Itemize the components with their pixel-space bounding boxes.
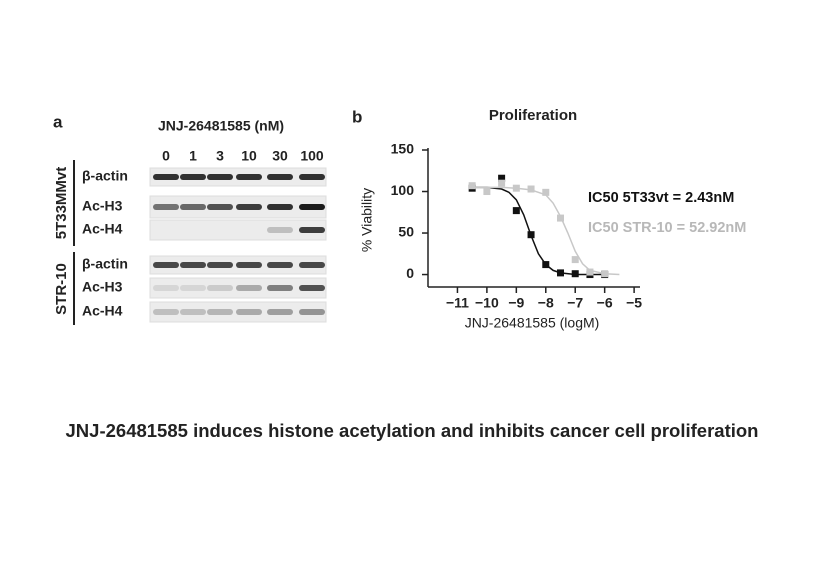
x-tick-label: −6 bbox=[597, 295, 613, 311]
data-point bbox=[571, 256, 579, 264]
blot-band bbox=[153, 262, 179, 268]
row-label: β-actin bbox=[82, 256, 128, 272]
data-point bbox=[542, 261, 550, 269]
data-point bbox=[527, 185, 535, 193]
concentration-label: 0 bbox=[162, 148, 170, 164]
x-axis-label: JNJ-26481585 (logM) bbox=[465, 315, 600, 331]
data-point bbox=[483, 188, 491, 196]
row-label: Ac-H3 bbox=[82, 198, 123, 214]
data-point bbox=[601, 270, 609, 278]
data-point bbox=[512, 184, 520, 192]
blot-band bbox=[180, 204, 206, 210]
data-point bbox=[512, 207, 520, 215]
chart-title: Proliferation bbox=[489, 107, 577, 124]
annotation: IC50 STR-10 = 52.92nM bbox=[588, 220, 746, 236]
blot-band bbox=[180, 174, 206, 180]
caption: JNJ-26481585 induces histone acetylation… bbox=[66, 420, 759, 441]
concentration-label: 30 bbox=[272, 148, 288, 164]
panel-label: a bbox=[53, 112, 63, 131]
blot-band bbox=[153, 309, 179, 315]
blot-band bbox=[267, 285, 293, 291]
data-point bbox=[557, 214, 564, 222]
blot-band bbox=[236, 309, 262, 315]
blot-band bbox=[180, 262, 206, 268]
annotation: IC50 5T33vt = 2.43nM bbox=[588, 190, 734, 206]
y-tick-label: 0 bbox=[406, 265, 414, 281]
blot-band bbox=[207, 174, 233, 180]
row-label: Ac-H3 bbox=[82, 279, 123, 295]
blot-band bbox=[236, 285, 262, 291]
blot-strip bbox=[149, 277, 327, 299]
x-tick-label: −5 bbox=[626, 295, 642, 311]
blot-band bbox=[207, 309, 233, 315]
row-label: β-actin bbox=[82, 168, 128, 184]
data-point bbox=[498, 179, 506, 187]
data-point bbox=[498, 174, 506, 182]
y-tick-label: 50 bbox=[398, 224, 414, 240]
blot-band bbox=[207, 262, 233, 268]
concentration-label: 3 bbox=[216, 148, 224, 164]
concentration-label: 100 bbox=[300, 148, 324, 164]
panel-label: b bbox=[352, 107, 362, 126]
data-point bbox=[586, 268, 594, 276]
compound-label: JNJ-26481585 (nM) bbox=[158, 118, 284, 134]
blot-band bbox=[267, 309, 293, 315]
blot-band bbox=[299, 309, 325, 315]
data-point bbox=[468, 182, 476, 190]
group-label: STR-10 bbox=[53, 263, 70, 315]
blot-band bbox=[236, 204, 262, 210]
blot-band bbox=[299, 227, 325, 233]
blot-band bbox=[153, 174, 179, 180]
data-point bbox=[542, 188, 550, 196]
x-tick-label: −8 bbox=[538, 295, 554, 311]
data-point bbox=[557, 269, 564, 277]
blot-band bbox=[207, 204, 233, 210]
blot-band bbox=[299, 174, 325, 180]
x-tick-label: −9 bbox=[508, 295, 524, 311]
data-point bbox=[527, 231, 535, 239]
x-tick-label: −7 bbox=[567, 295, 583, 311]
fit-curve bbox=[472, 186, 605, 276]
x-tick-label: −10 bbox=[475, 295, 499, 311]
blot-band bbox=[267, 204, 293, 210]
row-label: Ac-H4 bbox=[82, 303, 123, 319]
y-tick-label: 150 bbox=[391, 141, 415, 157]
blot-band bbox=[207, 285, 233, 291]
blot-strip bbox=[149, 219, 327, 241]
concentration-label: 1 bbox=[189, 148, 197, 164]
blot-band bbox=[153, 285, 179, 291]
concentration-label: 10 bbox=[241, 148, 257, 164]
blot-band bbox=[299, 285, 325, 291]
data-point bbox=[571, 270, 579, 278]
blot-band bbox=[267, 174, 293, 180]
x-tick-label: −11 bbox=[446, 295, 469, 311]
blot-band bbox=[299, 204, 325, 210]
blot-band bbox=[153, 204, 179, 210]
blot-band bbox=[236, 262, 262, 268]
blot-band bbox=[180, 285, 206, 291]
blot-strip bbox=[149, 301, 327, 323]
blot-band bbox=[267, 227, 293, 233]
blot-band bbox=[236, 174, 262, 180]
blot-band bbox=[267, 262, 293, 268]
blot-band bbox=[299, 262, 325, 268]
y-axis-label: % Viability bbox=[359, 188, 375, 252]
blot-band bbox=[180, 309, 206, 315]
y-tick-label: 100 bbox=[391, 182, 415, 198]
group-label: 5T33MMvt bbox=[53, 167, 70, 240]
row-label: Ac-H4 bbox=[82, 221, 123, 237]
